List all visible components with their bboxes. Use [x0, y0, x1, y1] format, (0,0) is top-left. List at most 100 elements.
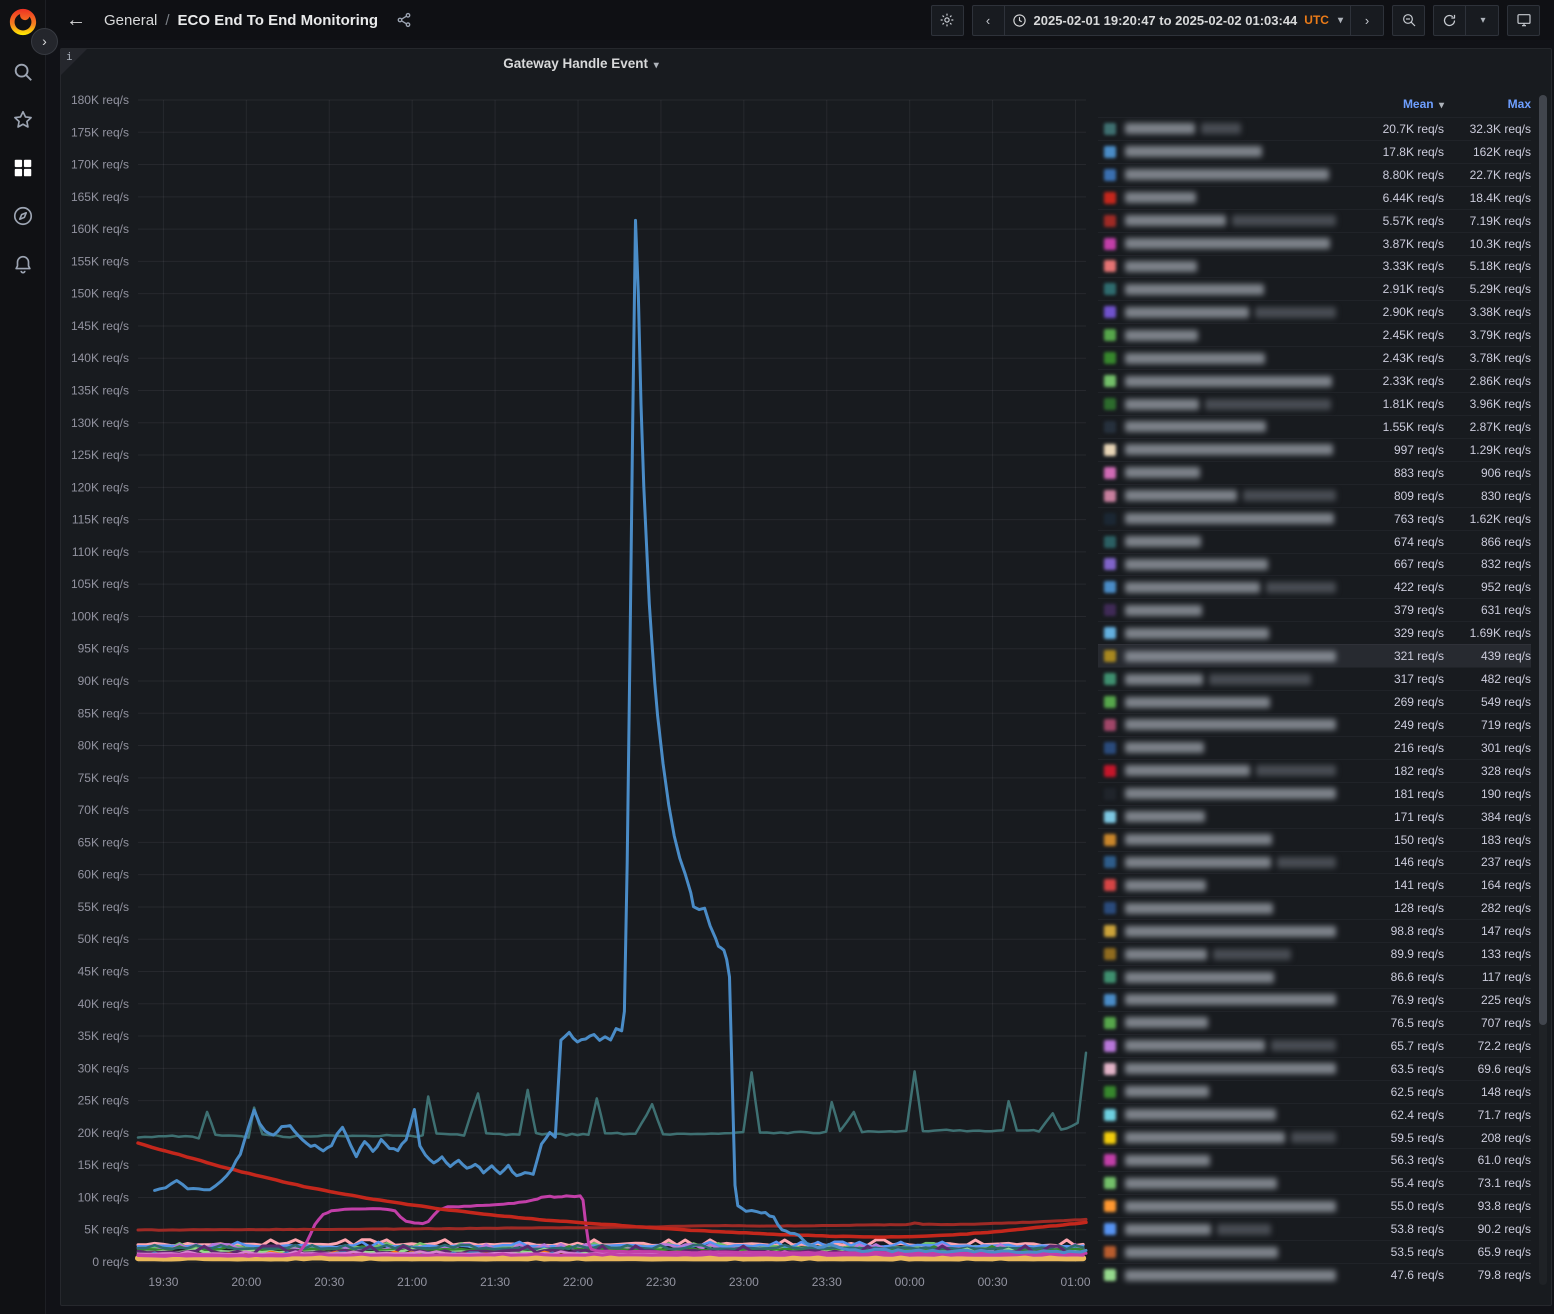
- legend-row[interactable]: 2.33K req/s 2.86K req/s: [1098, 369, 1531, 392]
- kiosk-mode-button[interactable]: [1507, 4, 1540, 36]
- legend-row[interactable]: 53.8 req/s 90.2 req/s: [1098, 1217, 1531, 1240]
- legend-row[interactable]: 329 req/s 1.69K req/s: [1098, 621, 1531, 644]
- legend-series-name-redacted: [1098, 168, 1336, 181]
- panel-title[interactable]: Gateway Handle Event ▾: [503, 56, 659, 71]
- legend-row[interactable]: 269 req/s 549 req/s: [1098, 690, 1531, 713]
- legend-row[interactable]: 146 req/s 237 req/s: [1098, 850, 1531, 874]
- panel-info-corner[interactable]: i: [61, 49, 87, 75]
- legend-row[interactable]: 55.4 req/s 73.1 req/s: [1098, 1171, 1531, 1194]
- legend-row[interactable]: 128 req/s 282 req/s: [1098, 896, 1531, 919]
- legend-row[interactable]: 182 req/s 328 req/s: [1098, 758, 1531, 782]
- legend-row[interactable]: 3.33K req/s 5.18K req/s: [1098, 254, 1531, 278]
- zoom-out-time-button[interactable]: [1392, 4, 1425, 36]
- legend-row[interactable]: 883 req/s 906 req/s: [1098, 460, 1531, 484]
- legend-row[interactable]: 379 req/s 631 req/s: [1098, 598, 1531, 621]
- legend-row[interactable]: 8.80K req/s 22.7K req/s: [1098, 162, 1531, 186]
- legend-row[interactable]: 53.5 req/s 65.9 req/s: [1098, 1240, 1531, 1263]
- legend-row[interactable]: 17.8K req/s 162K req/s: [1098, 139, 1531, 163]
- breadcrumb-page[interactable]: ECO End To End Monitoring: [177, 11, 379, 29]
- legend-row[interactable]: 2.43K req/s 3.78K req/s: [1098, 346, 1531, 369]
- legend-row[interactable]: 59.5 req/s 208 req/s: [1098, 1125, 1531, 1149]
- legend-row[interactable]: 55.0 req/s 93.8 req/s: [1098, 1194, 1531, 1217]
- time-shift-forward-button[interactable]: ›: [1351, 4, 1384, 36]
- time-shift-back-button[interactable]: ‹: [971, 4, 1005, 36]
- dashboards-icon[interactable]: [12, 157, 34, 179]
- dashboard-settings-button[interactable]: [930, 4, 964, 36]
- legend-row[interactable]: 809 req/s 830 req/s: [1098, 483, 1531, 507]
- legend-row[interactable]: 2.91K req/s 5.29K req/s: [1098, 277, 1531, 300]
- legend-series-name-redacted: [1098, 122, 1336, 135]
- time-range-text: 2025-02-01 19:20:47 to 2025-02-02 01:03:…: [1033, 12, 1298, 28]
- legend-row[interactable]: 89.9 req/s 133 req/s: [1098, 942, 1531, 965]
- sidebar-expand-button[interactable]: ›: [31, 28, 58, 55]
- timeseries-chart[interactable]: 0 req/s 5K req/s 10K req/s 15K req/s 20K req…: [61, 49, 1101, 1305]
- legend-row[interactable]: 667 req/s 832 req/s: [1098, 552, 1531, 576]
- share-icon[interactable]: [396, 12, 412, 28]
- legend-row[interactable]: 47.6 req/s 79.8 req/s: [1098, 1263, 1531, 1286]
- legend-swatch-icon: [1104, 741, 1116, 754]
- legend-row[interactable]: 6.44K req/s 18.4K req/s: [1098, 185, 1531, 209]
- legend-row[interactable]: 216 req/s 301 req/s: [1098, 735, 1531, 759]
- legend-swatch-icon: [1104, 535, 1116, 548]
- cluster-series-line: [135, 1254, 1087, 1262]
- legend-row[interactable]: 2.90K req/s 3.38K req/s: [1098, 300, 1531, 323]
- legend-mean-value: 2.91K req/s: [1382, 282, 1444, 297]
- legend-row[interactable]: 65.7 req/s 72.2 req/s: [1098, 1033, 1531, 1057]
- legend-row[interactable]: 171 req/s 384 req/s: [1098, 804, 1531, 828]
- legend-scrollbar-track[interactable]: [1539, 95, 1547, 1285]
- legend-mean-value: 2.33K req/s: [1382, 374, 1444, 389]
- legend-row[interactable]: 76.5 req/s 707 req/s: [1098, 1010, 1531, 1034]
- breadcrumb-section[interactable]: General: [104, 11, 158, 29]
- legend-row[interactable]: 1.55K req/s 2.87K req/s: [1098, 414, 1531, 438]
- explore-compass-icon[interactable]: [12, 205, 34, 227]
- legend-row[interactable]: 317 req/s 482 req/s: [1098, 667, 1531, 690]
- legend-row[interactable]: 422 req/s 952 req/s: [1098, 575, 1531, 598]
- legend-row[interactable]: 997 req/s 1.29K req/s: [1098, 437, 1531, 461]
- legend-series-name-redacted: [1098, 1154, 1336, 1167]
- legend-row[interactable]: 62.4 req/s 71.7 req/s: [1098, 1102, 1531, 1126]
- refresh-button[interactable]: [1433, 4, 1466, 36]
- refresh-interval-dropdown[interactable]: ▾: [1466, 4, 1499, 36]
- legend-swatch-icon: [1104, 993, 1116, 1006]
- legend-series-name-redacted: [1098, 191, 1336, 204]
- legend-swatch-icon: [1104, 1131, 1116, 1144]
- legend-row[interactable]: 62.5 req/s 148 req/s: [1098, 1079, 1531, 1103]
- starred-icon[interactable]: [12, 109, 34, 131]
- legend-series-name-redacted: [1098, 443, 1336, 456]
- legend-row[interactable]: 2.45K req/s 3.79K req/s: [1098, 323, 1531, 346]
- time-range-picker[interactable]: 2025-02-01 19:20:47 to 2025-02-02 01:03:…: [1004, 4, 1351, 36]
- legend-row[interactable]: 98.8 req/s 147 req/s: [1098, 919, 1531, 942]
- legend-row[interactable]: 56.3 req/s 61.0 req/s: [1098, 1148, 1531, 1171]
- legend-mean-value: 667 req/s: [1393, 557, 1444, 572]
- legend-row[interactable]: 249 req/s 719 req/s: [1098, 712, 1531, 736]
- legend-row[interactable]: 763 req/s 1.62K req/s: [1098, 506, 1531, 530]
- legend-row[interactable]: 76.9 req/s 225 req/s: [1098, 988, 1531, 1011]
- search-icon[interactable]: [12, 61, 34, 83]
- legend-row[interactable]: 20.7K req/s 32.3K req/s: [1098, 117, 1531, 140]
- back-arrow-button[interactable]: ←: [66, 9, 86, 31]
- legend-series-name-redacted: [1098, 1085, 1336, 1098]
- legend-sort-max[interactable]: Max: [1507, 97, 1531, 111]
- legend-row[interactable]: 674 req/s 866 req/s: [1098, 529, 1531, 553]
- legend-max-value: 117 req/s: [1481, 970, 1531, 985]
- legend-row[interactable]: 321 req/s 439 req/s: [1098, 644, 1531, 668]
- legend-row[interactable]: 5.57K req/s 7.19K req/s: [1098, 208, 1531, 232]
- legend-sort-mean[interactable]: Mean ▾: [1402, 97, 1444, 111]
- x-axis-tick-label: 20:30: [314, 1275, 344, 1289]
- grafana-logo-icon[interactable]: [8, 7, 38, 37]
- legend-mean-value: 56.3 req/s: [1390, 1153, 1444, 1168]
- legend-row[interactable]: 63.5 req/s 69.6 req/s: [1098, 1056, 1531, 1080]
- legend-row[interactable]: 3.87K req/s 10.3K req/s: [1098, 231, 1531, 255]
- legend-swatch-icon: [1104, 1016, 1116, 1029]
- gateway-handle-event-panel: i Gateway Handle Event ▾ 0 req/s 5K req/s…: [60, 48, 1552, 1306]
- legend-swatch-icon: [1104, 489, 1116, 502]
- legend-row[interactable]: 150 req/s 183 req/s: [1098, 827, 1531, 851]
- alerting-bell-icon[interactable]: [12, 253, 34, 275]
- legend-mean-value: 171 req/s: [1393, 809, 1444, 824]
- legend-row[interactable]: 86.6 req/s 117 req/s: [1098, 965, 1531, 988]
- legend-row[interactable]: 181 req/s 190 req/s: [1098, 781, 1531, 805]
- legend-scrollbar-thumb[interactable]: [1539, 95, 1547, 1025]
- legend-row[interactable]: 1.81K req/s 3.96K req/s: [1098, 392, 1531, 415]
- cluster-series-line: [136, 1243, 1085, 1251]
- legend-row[interactable]: 141 req/s 164 req/s: [1098, 873, 1531, 896]
